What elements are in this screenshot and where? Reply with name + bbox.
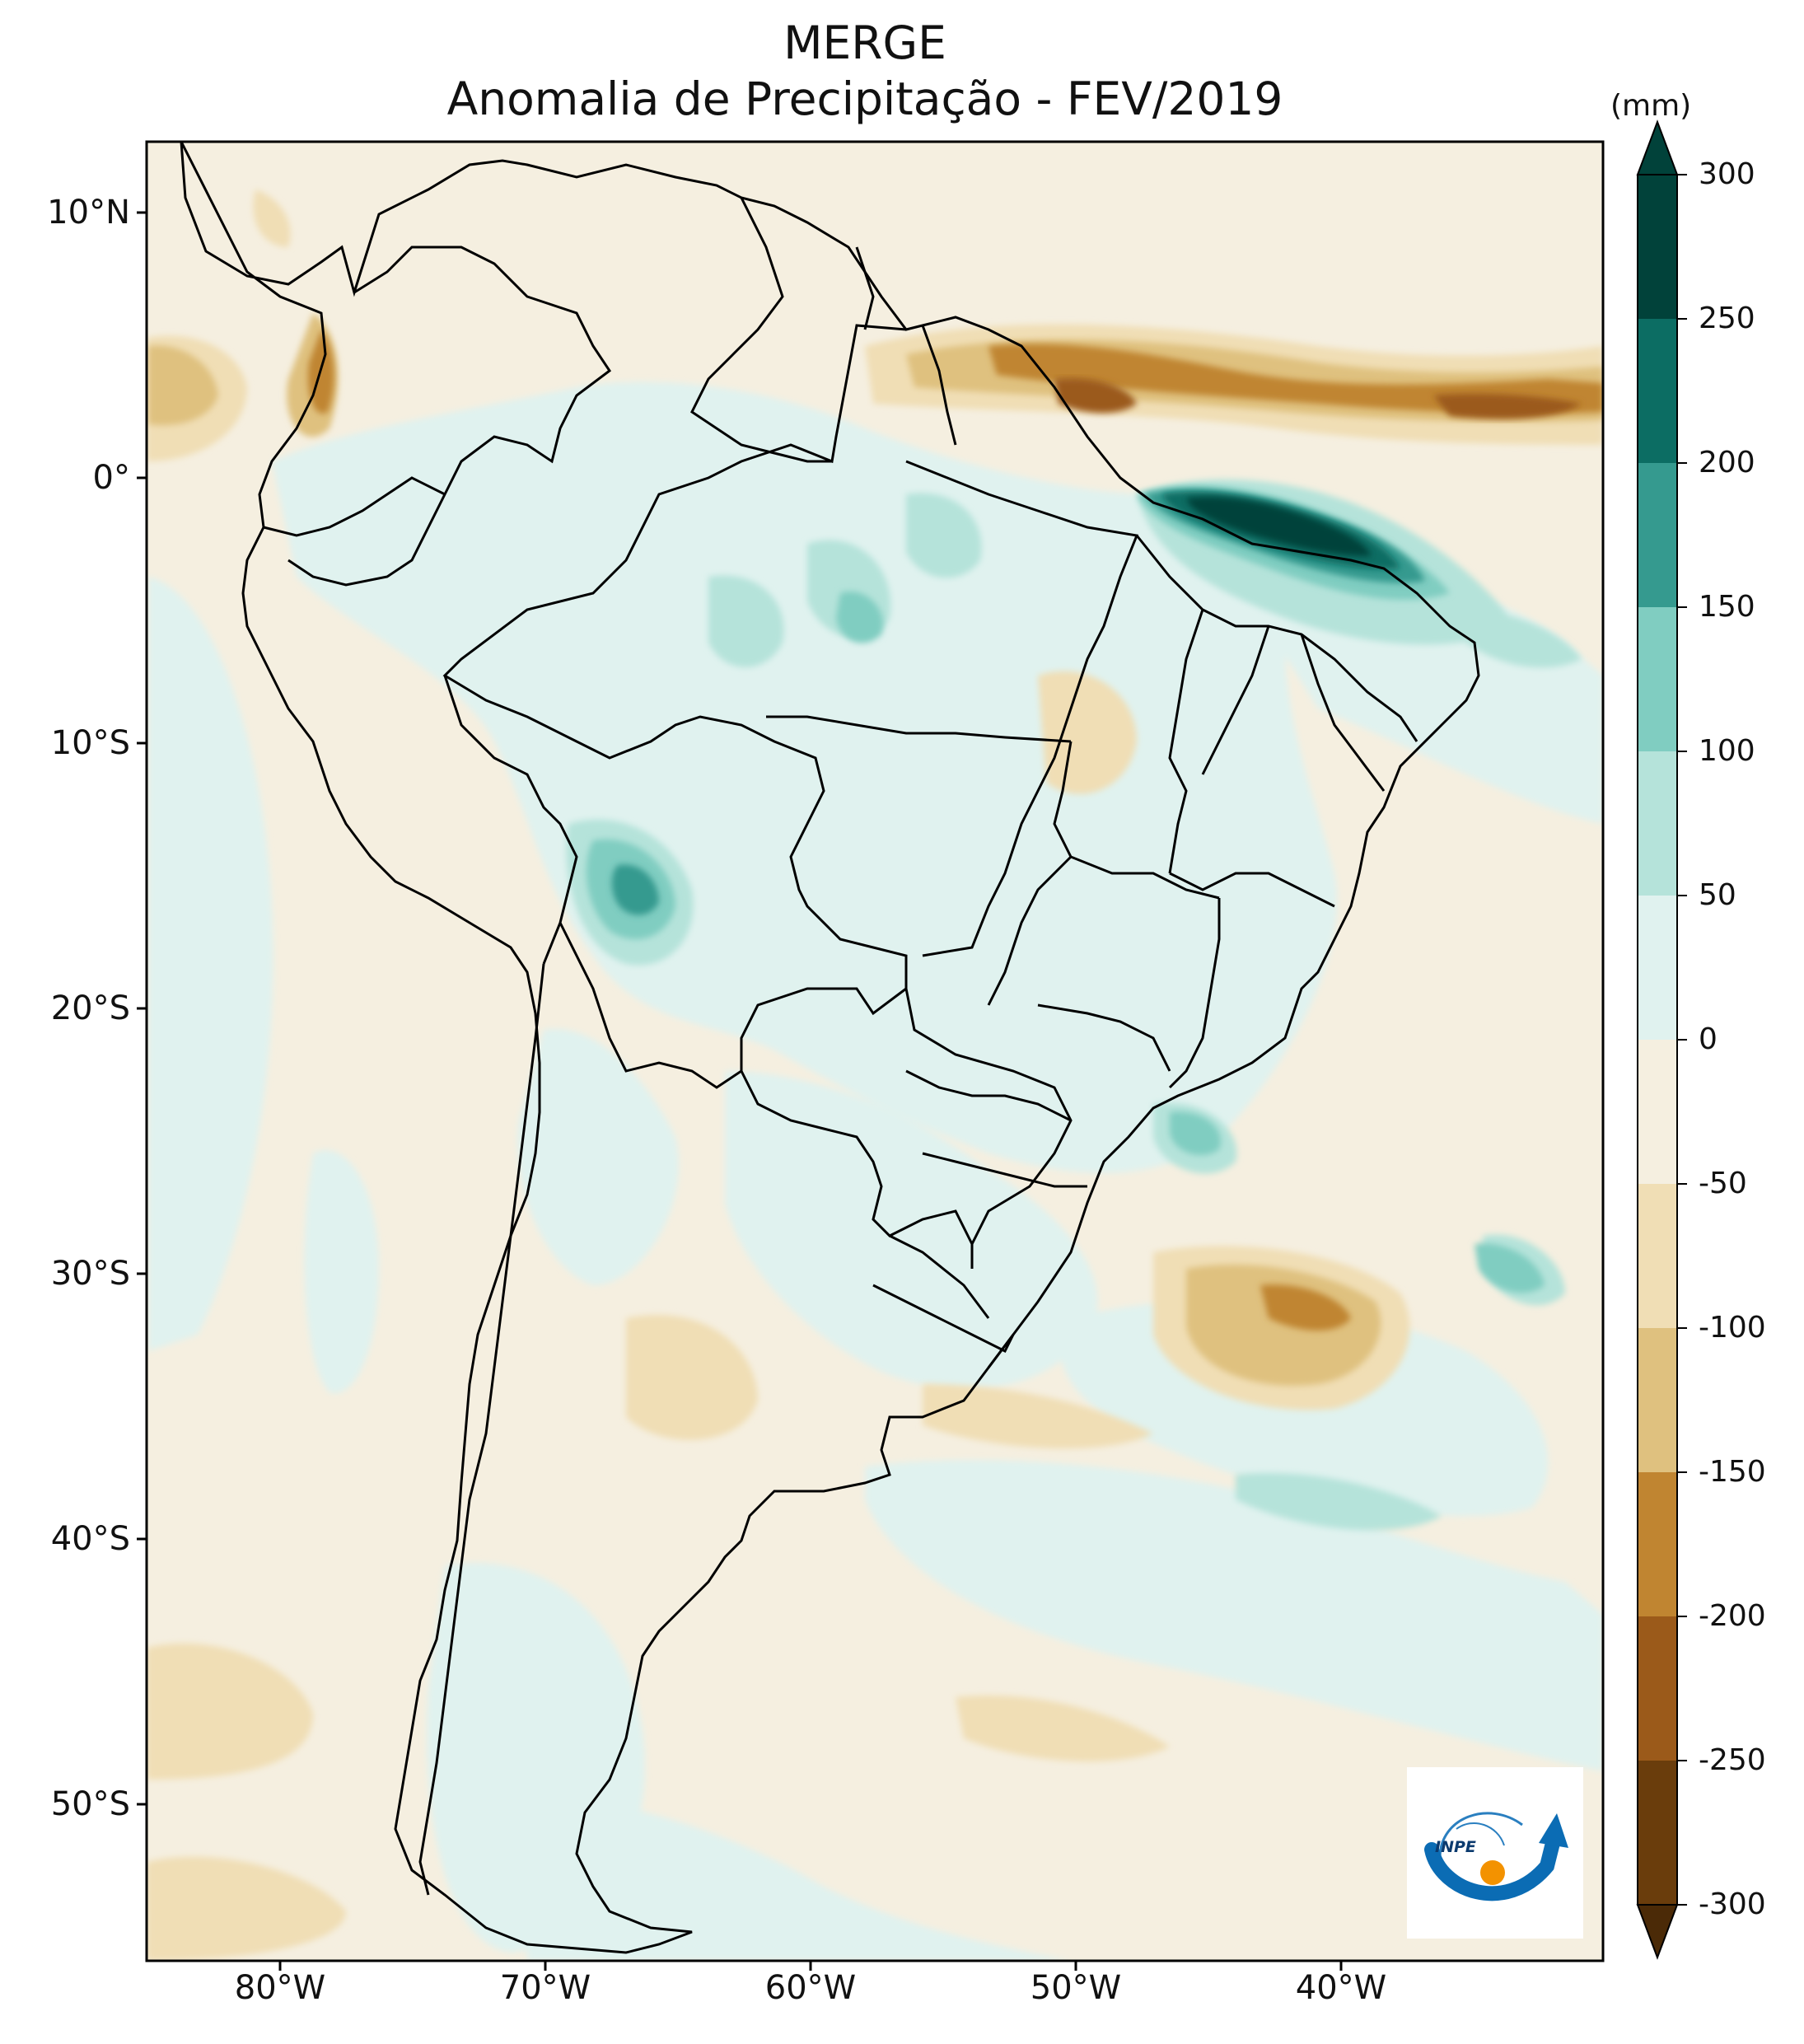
lat-label-0: 0° bbox=[92, 459, 130, 497]
border-bolivia-south bbox=[558, 922, 907, 1089]
colorbar-label: 100 bbox=[1699, 734, 1755, 768]
colorbar-band bbox=[1638, 319, 1677, 464]
colorbar-label: -50 bbox=[1699, 1167, 1747, 1200]
border-colombia-venezuela bbox=[287, 246, 612, 587]
colorbar-band bbox=[1638, 1328, 1677, 1473]
border-brazil-states-north bbox=[905, 460, 1139, 957]
colorbar-band bbox=[1638, 463, 1677, 608]
lon-label-60w: 60°W bbox=[764, 1969, 857, 2007]
map-title: MERGE bbox=[783, 16, 946, 69]
lon-label-50w: 50°W bbox=[1030, 1969, 1122, 2007]
lon-label-80w: 80°W bbox=[234, 1969, 326, 2007]
colorbar-band bbox=[1638, 1472, 1677, 1617]
border-brazil-states-southeast bbox=[987, 855, 1335, 1089]
lat-label-10s: 10°S bbox=[50, 724, 130, 762]
border-ecuador-peru bbox=[263, 476, 446, 537]
positive-extreme-regions bbox=[1186, 497, 1372, 557]
colorbar-label: 200 bbox=[1699, 446, 1755, 479]
lat-label-50s: 50°S bbox=[50, 1785, 130, 1823]
map-subtitle: Anomalia de Precipitação - FEV/2019 bbox=[446, 72, 1283, 125]
inpe-logo-graphic bbox=[1424, 1812, 1568, 1901]
colorbar-band bbox=[1638, 607, 1677, 752]
border-argentina-chile bbox=[418, 963, 545, 1896]
colorbar-band bbox=[1638, 896, 1677, 1041]
lon-tick-marks bbox=[278, 1961, 1343, 1971]
colorbar-band bbox=[1638, 1761, 1677, 1906]
colorbar-band bbox=[1638, 175, 1677, 320]
lat-label-20s: 20°S bbox=[50, 989, 130, 1027]
lon-label-70w: 70°W bbox=[499, 1969, 591, 2007]
lat-tick-marks bbox=[137, 211, 147, 1806]
border-paraguay bbox=[740, 1070, 974, 1245]
lat-label-30s: 30°S bbox=[50, 1255, 130, 1293]
inpe-logo: INPE bbox=[1407, 1767, 1583, 1939]
lat-label-10n: 10°N bbox=[47, 194, 130, 232]
colorbar-ticks bbox=[1677, 174, 1687, 1906]
colorbar-bottom-extend bbox=[1636, 1904, 1679, 1960]
border-brazil-states-east bbox=[1135, 535, 1418, 874]
border-venezuela-guyana bbox=[690, 197, 832, 463]
colorbar-label: 150 bbox=[1699, 590, 1755, 624]
colorbar-label: 300 bbox=[1699, 157, 1755, 191]
colorbar-label: 0 bbox=[1699, 1022, 1718, 1056]
colorbar-label: 250 bbox=[1699, 302, 1755, 335]
colorbar-band bbox=[1638, 1184, 1677, 1329]
colorbar-bands bbox=[1638, 175, 1677, 1906]
colorbar-label: -300 bbox=[1699, 1887, 1766, 1921]
border-brazil-states-south bbox=[889, 1069, 1087, 1319]
border-uruguay bbox=[872, 1284, 1015, 1368]
colorbar-band bbox=[1638, 1616, 1677, 1761]
political-borders bbox=[180, 142, 1480, 1954]
negative-very-strong-regions bbox=[1054, 378, 1582, 419]
colorbar-label: 50 bbox=[1699, 878, 1736, 912]
colorbar-label: -100 bbox=[1699, 1311, 1766, 1345]
colorbar-band bbox=[1638, 1040, 1677, 1185]
inpe-logo-text: INPE bbox=[1435, 1838, 1476, 1856]
border-brazil-states-center bbox=[766, 715, 1220, 900]
border-brazil-west bbox=[442, 324, 1073, 1269]
colorbar-label: -200 bbox=[1699, 1599, 1766, 1633]
colorbar-top-extend bbox=[1636, 119, 1679, 175]
colorbar-band bbox=[1638, 751, 1677, 896]
colorbar-label: -250 bbox=[1699, 1743, 1766, 1777]
border-guianas bbox=[855, 246, 957, 446]
anomaly-field bbox=[147, 142, 1603, 1961]
map-frame bbox=[145, 140, 1605, 1962]
border-peru-bolivia bbox=[443, 675, 578, 965]
lat-label-40s: 40°S bbox=[50, 1520, 130, 1558]
colorbar-unit: (mm) bbox=[1610, 89, 1692, 123]
continent-outline bbox=[180, 142, 1480, 1954]
colorbar-label: -150 bbox=[1699, 1455, 1766, 1489]
lon-label-40w: 40°W bbox=[1295, 1969, 1387, 2007]
colorbar bbox=[1636, 119, 1687, 1960]
